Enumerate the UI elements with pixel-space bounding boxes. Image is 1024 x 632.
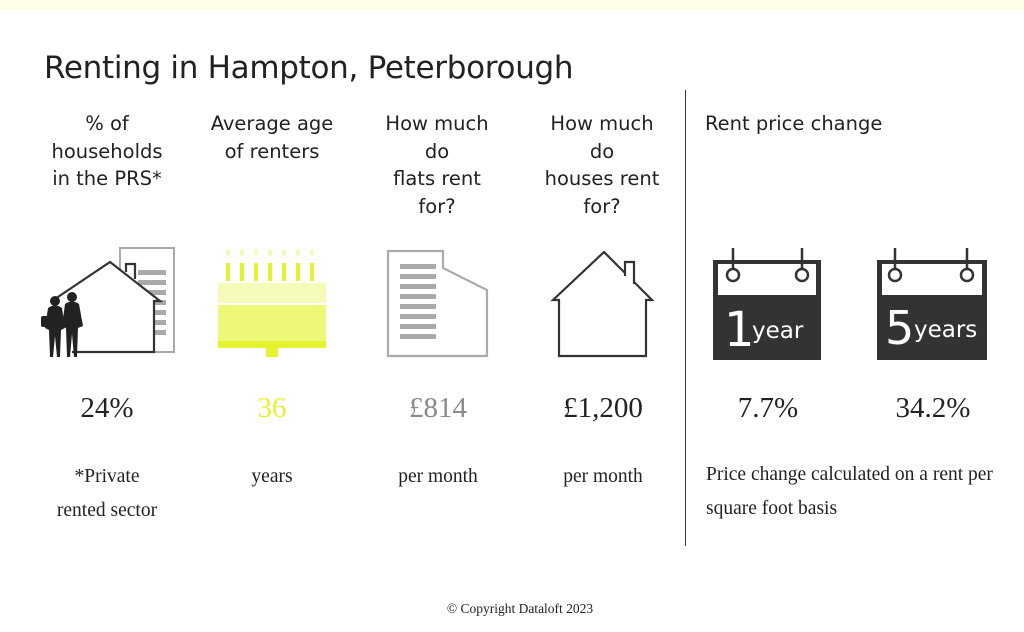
calendar-5-number: 5 <box>885 301 914 355</box>
houses-value: £1,200 <box>563 392 643 424</box>
calendar-1-year-icon: 1 year <box>713 248 821 360</box>
section-divider <box>685 90 686 546</box>
rent-change-heading: Rent price change <box>705 112 883 135</box>
copyright: © Copyright Dataloft 2023 <box>446 601 594 616</box>
calendar-5-years-icon: 5 years <box>877 248 987 360</box>
households-value: 24% <box>80 392 134 424</box>
houses-unit: per month <box>563 466 643 487</box>
one-year-change-value: 7.7% <box>737 392 799 424</box>
calendar-5-unit: years <box>914 317 977 343</box>
calendar-1-number: 1 <box>724 302 755 358</box>
birthday-cake-icon <box>218 249 326 357</box>
price-change-note: Price change calculated on a rent per sq… <box>706 464 993 519</box>
age-heading: Average age of renters <box>210 112 334 163</box>
age-unit: years <box>251 466 293 487</box>
house-icon <box>550 250 655 358</box>
houses-heading: How much do houses rent for? <box>544 112 660 218</box>
five-year-change-value: 34.2% <box>895 392 971 424</box>
households-footnote: *Private rented sector <box>56 466 158 521</box>
households-heading: % of households in the PRS* <box>51 112 163 190</box>
calendar-1-unit: year <box>752 318 804 344</box>
flats-unit: per month <box>398 466 478 487</box>
flats-heading: How much do flats rent for? <box>385 112 489 218</box>
flat-building-icon <box>386 249 489 358</box>
age-value: 36 <box>257 392 287 424</box>
flats-value: £814 <box>409 392 467 424</box>
households-icon <box>41 247 175 357</box>
page-title: Renting in Hampton, Peterborough <box>44 50 574 86</box>
top-bar <box>0 0 1024 10</box>
